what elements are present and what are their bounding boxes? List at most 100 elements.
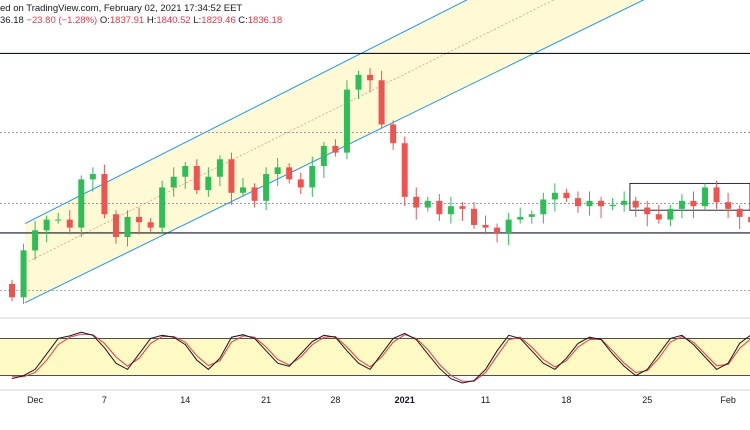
x-tick-label: 7 xyxy=(102,395,107,405)
close-value: 1836.18 xyxy=(247,15,283,26)
candle-body xyxy=(702,187,708,207)
candle-body xyxy=(297,179,304,188)
candle-body xyxy=(713,187,720,203)
candle-body xyxy=(378,80,385,125)
source-stamp: ed on TradingView.com, February 02, 2021… xyxy=(0,3,243,14)
candle-body xyxy=(309,166,316,188)
channel-lower-line xyxy=(24,0,645,304)
candle-body xyxy=(424,200,431,208)
candle-body xyxy=(78,179,85,228)
low-label: L: xyxy=(193,15,202,26)
candle-body xyxy=(112,214,119,237)
stoch-d-line xyxy=(12,333,750,382)
candle-body xyxy=(136,216,143,223)
stoch-band xyxy=(0,338,750,376)
ohlc-legend: 36.18 −23.80 (−1.28%) O:1837.91 H:1840.5… xyxy=(0,15,282,26)
time-axis: Dec 7 14 21 28 2021 11 18 25 Feb xyxy=(0,389,750,405)
x-tick-label: 28 xyxy=(330,395,340,405)
candle-body xyxy=(748,216,750,223)
candle-body xyxy=(655,214,662,220)
candlesticks xyxy=(9,68,750,304)
candle-body xyxy=(367,74,374,81)
candle-body xyxy=(540,199,547,215)
candle-body xyxy=(124,216,131,237)
channel-upper-line xyxy=(24,0,468,225)
candle-body xyxy=(101,174,108,215)
x-tick-label: Dec xyxy=(27,395,44,405)
candle-body xyxy=(20,250,27,298)
chart-header-line1: ed on TradingView.com, February 02, 2021… xyxy=(0,3,242,14)
candle-body xyxy=(390,124,397,144)
low-value: 1829.46 xyxy=(201,15,236,26)
candle-body xyxy=(482,224,489,228)
candle-body xyxy=(32,230,39,251)
candle-body xyxy=(494,227,501,233)
candle-body xyxy=(159,187,166,228)
candle-body xyxy=(667,208,674,220)
channel-fill xyxy=(25,0,644,303)
candle-body xyxy=(621,200,628,205)
regression-channel xyxy=(24,0,645,304)
candle-body xyxy=(251,187,258,201)
candle-body xyxy=(170,176,177,188)
candle-body xyxy=(401,143,408,197)
candle-body xyxy=(286,167,293,180)
high-label: H: xyxy=(146,15,157,26)
candle-body xyxy=(632,200,639,208)
price-change: −23.80 (−1.28%) xyxy=(26,15,98,26)
candle-body xyxy=(505,219,512,233)
candle-body xyxy=(320,145,327,166)
open-label: O: xyxy=(99,15,110,26)
candle-body xyxy=(528,214,535,217)
candle-body xyxy=(147,222,154,228)
price-cut: 36.18 xyxy=(0,15,24,26)
candle-body xyxy=(205,176,212,191)
x-tick-label: 18 xyxy=(561,395,571,405)
candle-body xyxy=(736,208,743,217)
candle-body xyxy=(66,219,73,228)
candle-body xyxy=(55,219,62,221)
x-tick-label: 21 xyxy=(261,395,271,405)
candle-body xyxy=(413,196,420,208)
candle-body xyxy=(459,206,466,209)
candle-body xyxy=(609,204,616,207)
x-tick-label: Feb xyxy=(720,395,736,405)
open-value: 1837.91 xyxy=(109,15,145,26)
candle-body xyxy=(182,166,189,177)
candle-body xyxy=(355,74,362,90)
x-tick-label: 11 xyxy=(481,395,490,405)
candle-body xyxy=(89,174,96,180)
x-tick-label: 2021 xyxy=(395,395,415,405)
stoch-k-line xyxy=(11,331,750,384)
candle-body xyxy=(274,167,281,175)
candle-body xyxy=(436,200,443,215)
candle-body xyxy=(447,206,454,215)
candle-body xyxy=(263,174,270,201)
close-label: C: xyxy=(238,15,248,26)
candle-body xyxy=(574,198,581,207)
stochastic-pane xyxy=(0,317,750,384)
range-box xyxy=(629,182,750,211)
x-tick-label: 25 xyxy=(642,395,652,405)
candle-body xyxy=(240,187,246,193)
candle-body xyxy=(517,216,524,220)
candle-body xyxy=(725,202,732,209)
candle-body xyxy=(586,200,593,207)
candle-body xyxy=(598,200,605,207)
candle-body xyxy=(690,200,697,207)
candle-body xyxy=(563,192,570,199)
candle-body xyxy=(343,89,350,153)
candle-body xyxy=(9,283,15,298)
candle-body xyxy=(193,166,200,191)
candle-body xyxy=(228,159,235,193)
candle-body xyxy=(471,208,477,225)
candle-body xyxy=(551,192,558,200)
candle-body xyxy=(678,200,685,209)
candle-body xyxy=(43,219,50,231)
x-tick-label: 14 xyxy=(180,395,190,405)
high-value: 1840.52 xyxy=(156,15,191,26)
candle-body xyxy=(216,159,223,177)
candle-body xyxy=(332,145,339,153)
candle-body xyxy=(644,207,651,215)
